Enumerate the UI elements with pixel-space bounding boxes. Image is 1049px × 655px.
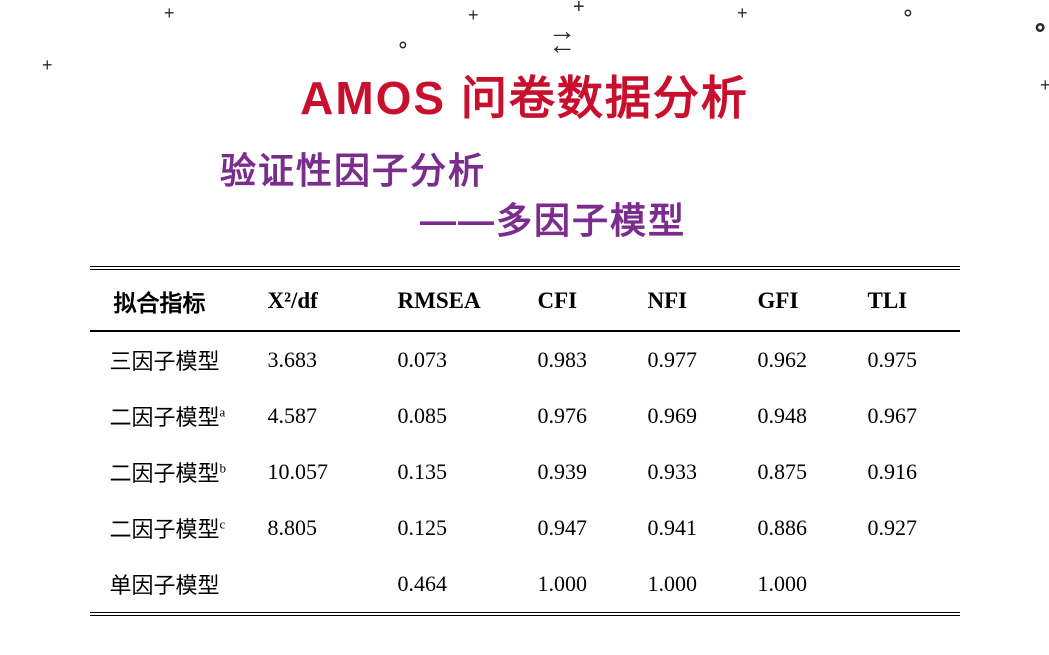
table-cell: 0.085	[390, 388, 530, 444]
table-row: 二因子模型c8.8050.1250.9470.9410.8860.927	[90, 500, 960, 556]
table-body: 三因子模型3.6830.0730.9830.9770.9620.975二因子模型…	[90, 331, 960, 614]
deco-glyph: +	[42, 55, 53, 76]
deco-glyph: ∘	[1032, 12, 1048, 43]
table-cell: 0.464	[390, 556, 530, 614]
table-cell: 0.125	[390, 500, 530, 556]
table-header-cell: NFI	[640, 268, 750, 331]
table-cell: 0.073	[390, 331, 530, 388]
deco-glyph: ∘	[396, 32, 410, 58]
table-header-cell: CFI	[530, 268, 640, 331]
table-cell: 0.967	[860, 388, 960, 444]
table-cell: 0.135	[390, 444, 530, 500]
row-label-cell: 二因子模型b	[90, 444, 260, 500]
table-cell: 0.975	[860, 331, 960, 388]
table-cell: 10.057	[260, 444, 390, 500]
deco-glyph: +	[1040, 75, 1049, 96]
content-area: AMOS 问卷数据分析 验证性因子分析 ——多因子模型 拟合指标X²/dfRMS…	[0, 0, 1049, 616]
table-cell: 0.983	[530, 331, 640, 388]
table-cell: 8.805	[260, 500, 390, 556]
table-header-cell: RMSEA	[390, 268, 530, 331]
table-row: 三因子模型3.6830.0730.9830.9770.9620.975	[90, 331, 960, 388]
table-cell	[260, 556, 390, 614]
table-cell: 0.962	[750, 331, 860, 388]
table-row: 单因子模型0.4641.0001.0001.000	[90, 556, 960, 614]
subtitle-line-2: ——多因子模型	[420, 192, 686, 244]
deco-glyph: +	[737, 3, 748, 24]
exchange-arrows-icon: →←	[548, 24, 576, 52]
table-cell: 0.933	[640, 444, 750, 500]
table-header-cell: 拟合指标	[90, 268, 260, 331]
table-cell: 0.916	[860, 444, 960, 500]
table-cell: 0.927	[860, 500, 960, 556]
table-cell: 0.886	[750, 500, 860, 556]
table-cell: 1.000	[640, 556, 750, 614]
table-header-cell: GFI	[750, 268, 860, 331]
table-cell: 1.000	[530, 556, 640, 614]
fit-indices-table-wrap: 拟合指标X²/dfRMSEACFINFIGFITLI 三因子模型3.6830.0…	[90, 266, 960, 616]
table-header-cell: TLI	[860, 268, 960, 331]
table-cell: 0.969	[640, 388, 750, 444]
table-cell: 0.977	[640, 331, 750, 388]
table-header-cell: X²/df	[260, 268, 390, 331]
fit-indices-table: 拟合指标X²/dfRMSEACFINFIGFITLI 三因子模型3.6830.0…	[90, 266, 960, 616]
table-header-row: 拟合指标X²/dfRMSEACFINFIGFITLI	[90, 268, 960, 331]
table-cell: 0.947	[530, 500, 640, 556]
subtitle-wrap: 验证性因子分析 ——多因子模型	[220, 142, 686, 244]
table-cell: 0.976	[530, 388, 640, 444]
row-label-cell: 单因子模型	[90, 556, 260, 614]
deco-glyph: +	[164, 3, 175, 24]
row-label-cell: 三因子模型	[90, 331, 260, 388]
table-row: 二因子模型a4.5870.0850.9760.9690.9480.967	[90, 388, 960, 444]
row-label-cell: 二因子模型c	[90, 500, 260, 556]
deco-glyph: +	[468, 5, 479, 26]
table-row: 二因子模型b10.0570.1350.9390.9330.8750.916	[90, 444, 960, 500]
table-cell: 0.941	[640, 500, 750, 556]
table-cell: 3.683	[260, 331, 390, 388]
table-cell: 4.587	[260, 388, 390, 444]
table-cell: 0.939	[530, 444, 640, 500]
row-label-cell: 二因子模型a	[90, 388, 260, 444]
table-cell: 0.948	[750, 388, 860, 444]
deco-glyph: ∘	[901, 0, 915, 26]
table-cell	[860, 556, 960, 614]
table-cell: 1.000	[750, 556, 860, 614]
subtitle-line-1: 验证性因子分析	[220, 142, 686, 194]
table-cell: 0.875	[750, 444, 860, 500]
main-title: AMOS 问卷数据分析	[300, 62, 749, 128]
